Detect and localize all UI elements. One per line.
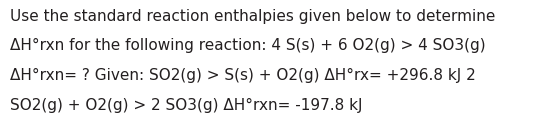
Text: ΔH°rxn for the following reaction: 4 S(s) + 6 O2(g) > 4 SO3(g): ΔH°rxn for the following reaction: 4 S(s… <box>10 38 485 53</box>
Text: Use the standard reaction enthalpies given below to determine: Use the standard reaction enthalpies giv… <box>10 9 496 24</box>
Text: SO2(g) + O2(g) > 2 SO3(g) ΔH°rxn= -197.8 kJ: SO2(g) + O2(g) > 2 SO3(g) ΔH°rxn= -197.8… <box>10 98 363 113</box>
Text: ΔH°rxn= ? Given: SO2(g) > S(s) + O2(g) ΔH°rx= +296.8 kJ 2: ΔH°rxn= ? Given: SO2(g) > S(s) + O2(g) Δ… <box>10 68 476 83</box>
